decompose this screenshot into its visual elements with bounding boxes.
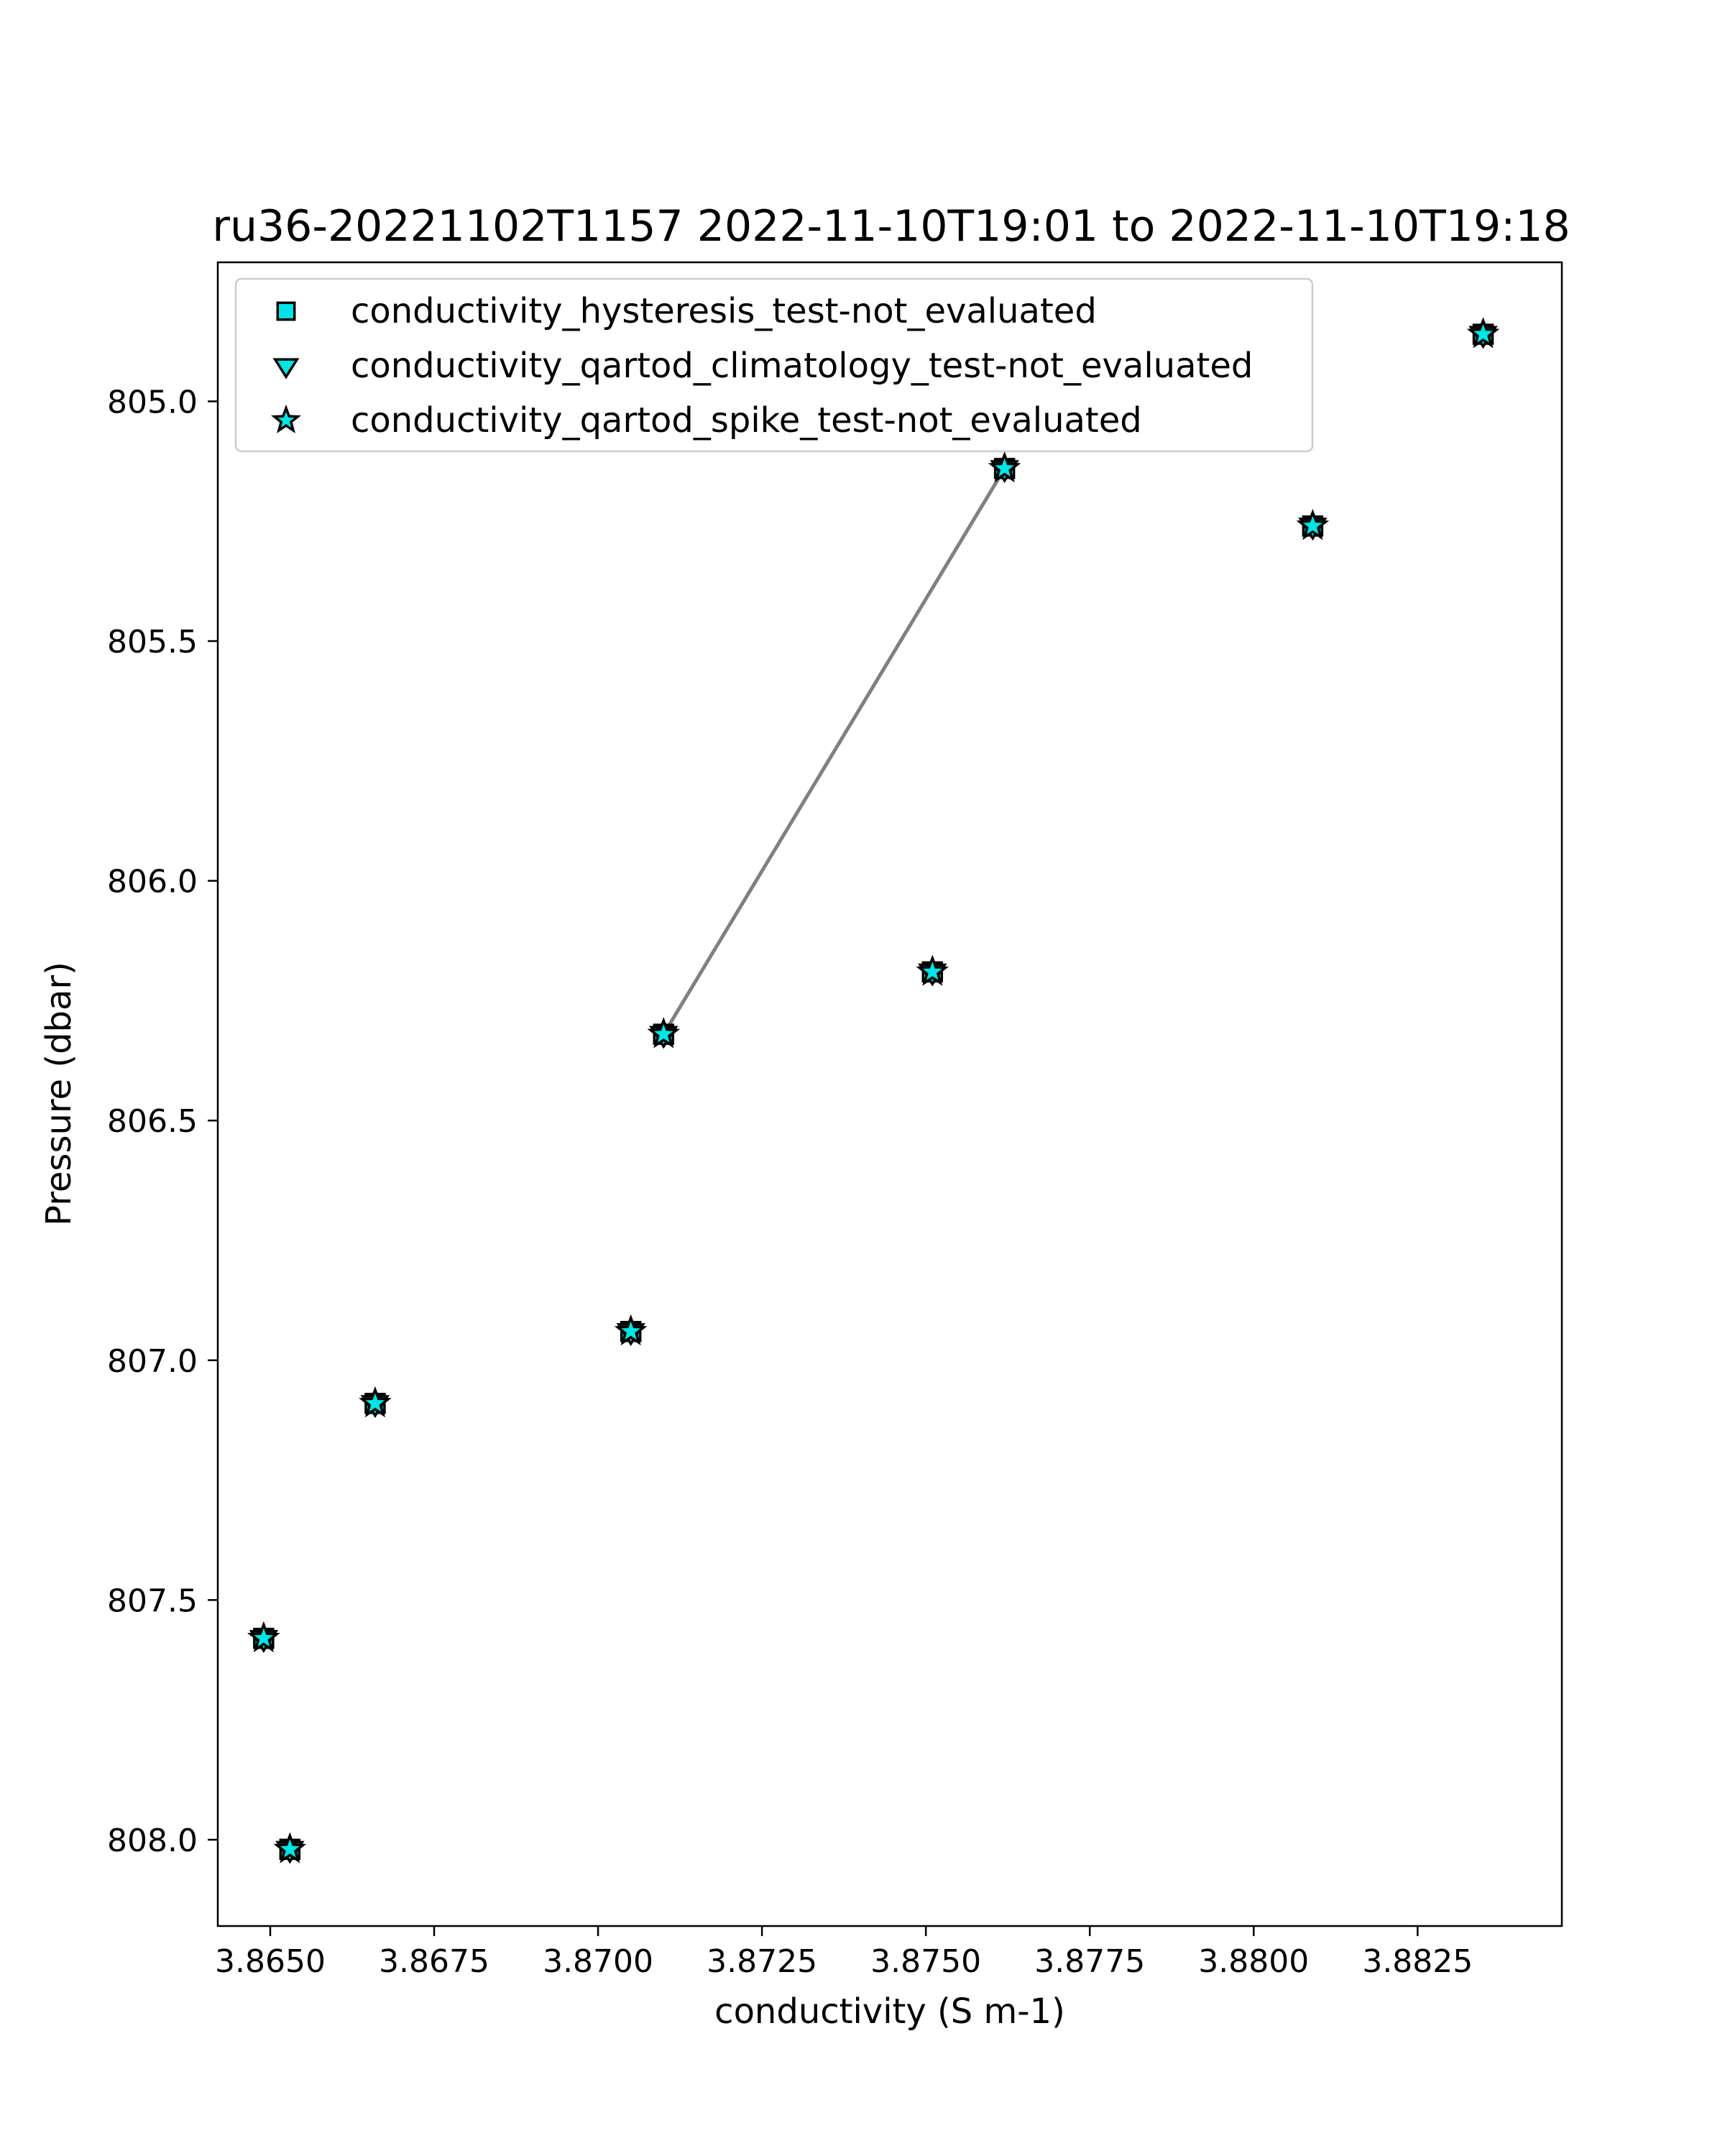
x-tick-label: 3.8650	[215, 1943, 326, 1980]
y-tick-label: 808.0	[107, 1823, 198, 1859]
x-tick-label: 3.8675	[379, 1943, 489, 1980]
x-tick-label: 3.8825	[1362, 1943, 1473, 1980]
data-point-star	[647, 1017, 681, 1049]
legend-box	[234, 277, 1314, 453]
data-point-star	[1296, 508, 1330, 540]
x-tick-label: 3.8800	[1198, 1943, 1309, 1980]
data-point-star	[1466, 317, 1500, 349]
legend-marker-square	[276, 301, 296, 321]
x-tick-label: 3.8750	[870, 1943, 981, 1980]
y-tick-label: 805.0	[107, 384, 198, 420]
data-point-star	[916, 954, 949, 986]
y-tick-label: 807.5	[107, 1583, 198, 1619]
data-point-star	[359, 1386, 392, 1418]
legend-marker-star	[271, 404, 301, 433]
series-square	[253, 323, 1494, 1861]
legend-label: conductivity_qartod_climatology_test-not…	[351, 346, 1253, 386]
connector-line-layer	[662, 467, 1006, 1036]
connector-line	[662, 467, 1006, 1036]
x-axis-label: conductivity (S m-1)	[714, 1991, 1065, 2032]
legend-label: conductivity_qartod_spike_test-not_evalu…	[351, 400, 1142, 441]
legend: conductivity_hysteresis_test-not_evaluat…	[234, 277, 1314, 453]
series-triangle-down	[249, 326, 1498, 1864]
x-tick-label: 3.8775	[1034, 1943, 1145, 1980]
y-tick-label: 806.5	[107, 1103, 198, 1140]
x-tick-label: 3.8700	[543, 1943, 653, 1980]
plot-frame	[216, 261, 1563, 1927]
y-tick-label: 806.0	[107, 864, 198, 900]
data-point-star	[247, 1621, 280, 1653]
y-tick-label: 805.5	[107, 624, 198, 660]
axes: 3.8650 3.8675 3.8700 3.8725 3.8750 3.8775 3.88…	[107, 384, 1473, 1980]
chart-title: ru36-20221102T1157 2022-11-10T19:01 to 2…	[212, 201, 1570, 252]
x-tick-label: 3.8725	[707, 1943, 817, 1980]
data-point-star	[614, 1314, 648, 1346]
legend-marker-triangle-down	[272, 358, 300, 379]
data-points	[247, 317, 1500, 1864]
series-star	[247, 317, 1500, 1864]
data-point-star	[273, 1832, 307, 1864]
y-axis-label: Pressure (dbar)	[39, 962, 79, 1226]
data-point-star	[988, 451, 1021, 483]
y-tick-label: 807.0	[107, 1343, 198, 1380]
legend-label: conductivity_hysteresis_test-not_evaluat…	[351, 291, 1097, 331]
